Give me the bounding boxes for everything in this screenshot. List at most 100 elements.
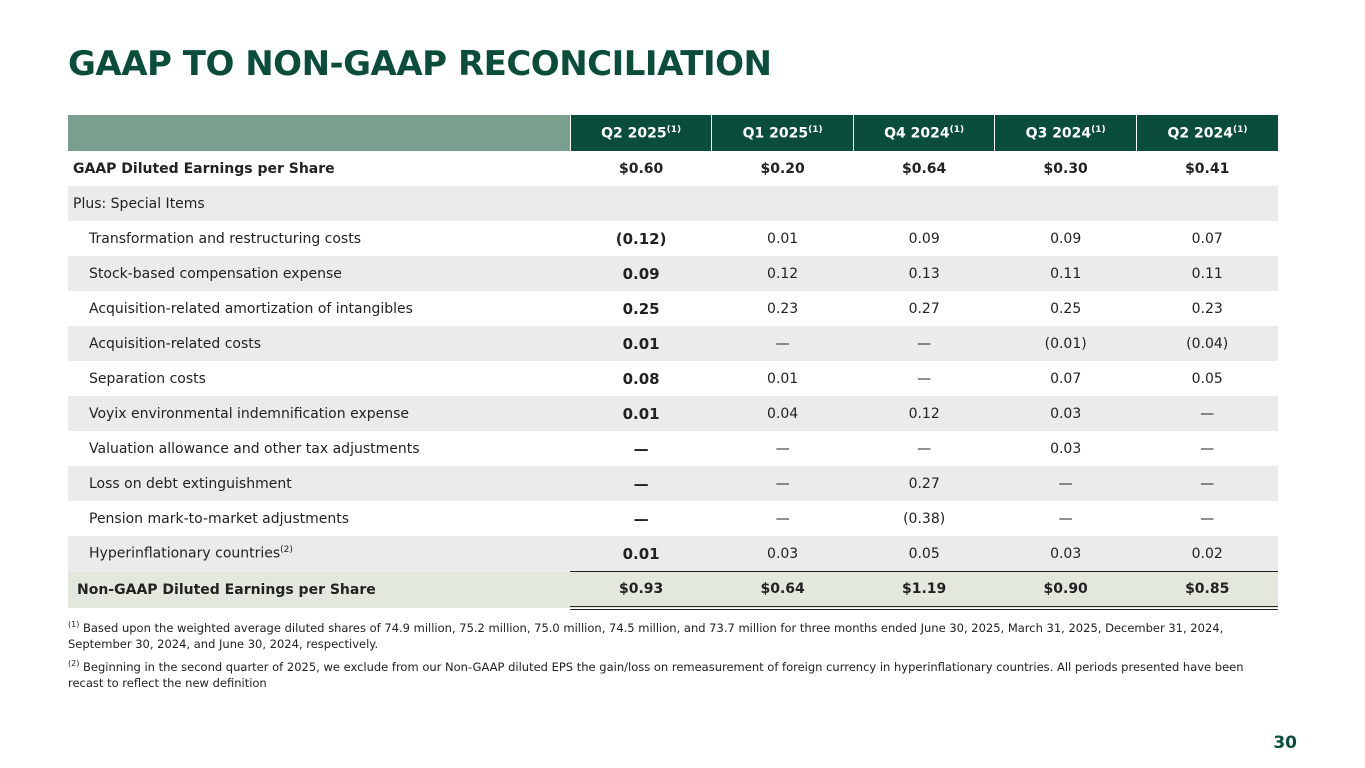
cell-value: 0.11 <box>1136 256 1278 291</box>
row-label: Separation costs <box>68 361 570 396</box>
footnote-ref: (1) <box>808 124 823 135</box>
footnote-ref: (2) <box>280 545 293 556</box>
total-row: Non-GAAP Diluted Earnings per Share $0.93… <box>68 571 1278 610</box>
footnote-text: Based upon the weighted average diluted … <box>68 620 1224 651</box>
cell-value: $1.19 <box>853 571 995 610</box>
row-label: Hyperinflationary countries(2) <box>68 536 571 572</box>
row-label: Stock-based compensation expense <box>68 256 571 291</box>
footnote-text: Beginning in the second quarter of 2025,… <box>68 659 1244 690</box>
cell-value: 0.01 <box>570 396 712 431</box>
cell-value: 0.09 <box>570 256 712 291</box>
footnote-mark: (1) <box>68 620 80 629</box>
row-label: Loss on debt extinguishment <box>68 466 571 501</box>
cell-value: — <box>1136 396 1278 431</box>
row-label: Acquisition-related amortization of inta… <box>68 291 570 326</box>
footnote-ref: (1) <box>949 124 965 135</box>
cell-value: — <box>633 439 649 458</box>
cell-value: (0.01) <box>994 326 1137 361</box>
table-row: Separation costs 0.08 0.01 — 0.07 0.05 <box>68 361 1278 396</box>
cell-value: 0.09 <box>1050 230 1082 247</box>
cell-value: — <box>853 326 995 361</box>
row-label-text: Transformation and restructuring costs <box>89 230 362 247</box>
cell-value <box>853 186 995 221</box>
table-row: GAAP Diluted Earnings per Share $0.60 $0.2… <box>68 151 1278 186</box>
row-label-text: Voyix environmental indemnification expe… <box>89 405 410 422</box>
row-label: Pension mark-to-market adjustments <box>68 501 570 536</box>
column-label: Q1 2025 <box>742 125 809 142</box>
column-header: Q2 2025(1) <box>569 115 712 151</box>
cell-value: 0.01 <box>570 536 712 572</box>
cell-value <box>570 186 712 221</box>
row-label-text: Loss on debt extinguishment <box>89 475 292 492</box>
cell-value: (0.04) <box>1136 326 1278 361</box>
cell-value: 0.25 <box>1050 300 1082 317</box>
cell-value: 0.23 <box>1191 300 1223 317</box>
cell-value: $0.64 <box>902 160 947 177</box>
table-row: Loss on debt extinguishment — —0.27— — <box>68 466 1278 501</box>
cell-value: $0.60 <box>618 160 664 177</box>
column-header: Q2 2024(1) <box>1135 115 1278 151</box>
cell-value: 0.12 <box>853 396 995 431</box>
footnote-ref: (1) <box>1091 124 1106 135</box>
column-header: Q3 2024(1) <box>994 115 1137 151</box>
cell-value: — <box>775 510 790 527</box>
footnote-ref: (1) <box>1232 124 1248 135</box>
column-label: Q3 2024 <box>1025 125 1092 142</box>
cell-value: 0.03 <box>711 536 854 572</box>
column-header: Q1 2025(1) <box>711 115 854 151</box>
table-row: Hyperinflationary countries(2) 0.01 0.03 0.… <box>68 536 1278 572</box>
cell-value: — <box>1200 510 1215 527</box>
row-label-text: Pension mark-to-market adjustments <box>89 510 350 527</box>
cell-value: — <box>1200 440 1215 457</box>
cell-value: 0.05 <box>1191 370 1223 387</box>
row-label-text: Acquisition-related costs <box>89 335 262 352</box>
footnote-2: (2) Beginning in the second quarter of 2… <box>68 656 1278 691</box>
column-label: Q2 2024 <box>1167 125 1233 142</box>
cell-value: 0.03 <box>994 396 1137 431</box>
table-header: Q2 2025(1) Q1 2025(1) Q4 2024(1) Q3 2024(1)… <box>68 115 1278 151</box>
cell-value: $0.20 <box>760 160 805 177</box>
cell-value: — <box>917 370 932 387</box>
cell-value: — <box>570 466 712 501</box>
reconciliation-table: Q2 2025(1) Q1 2025(1) Q4 2024(1) Q3 2024(1)… <box>68 115 1278 610</box>
cell-value: 0.03 <box>1050 440 1082 457</box>
cell-value: 0.27 <box>853 466 995 501</box>
cell-value: — <box>1058 510 1073 527</box>
cell-value: 0.09 <box>908 230 940 247</box>
cell-value: 0.08 <box>622 369 660 388</box>
row-label: Voyix environmental indemnification expe… <box>68 396 571 431</box>
cell-value: 0.11 <box>994 256 1137 291</box>
cell-value: 0.23 <box>767 300 799 317</box>
table-row: Pension mark-to-market adjustments — — (0.3… <box>68 501 1278 536</box>
row-label-text: Valuation allowance and other tax adjust… <box>89 440 420 457</box>
cell-value <box>1136 186 1278 221</box>
cell-value: 0.07 <box>1191 230 1223 247</box>
cell-value: — <box>1136 466 1278 501</box>
column-label: Q4 2024 <box>884 125 950 142</box>
table-row: Acquisition-related costs 0.01— — (0.01) (0.… <box>68 326 1278 361</box>
footnote-mark: (2) <box>68 659 80 668</box>
cell-value: 0.01 <box>767 370 799 387</box>
cell-value: — <box>775 440 790 457</box>
cell-value: 0.13 <box>853 256 995 291</box>
row-label-text: Hyperinflationary countries <box>89 546 281 563</box>
cell-value: 0.05 <box>853 536 995 572</box>
row-label-text: Acquisition-related amortization of inta… <box>89 300 413 317</box>
cell-value: — <box>711 466 854 501</box>
header-blank <box>68 115 571 151</box>
page-number: 30 <box>1273 733 1297 753</box>
cell-value: 0.01 <box>767 230 799 247</box>
cell-value: (0.38) <box>903 510 946 527</box>
cell-value: 0.12 <box>711 256 854 291</box>
table-row: Plus: Special Items <box>68 186 1278 221</box>
row-label: Acquisition-related costs <box>68 326 571 361</box>
table-row: Voyix environmental indemnification expe… <box>68 396 1278 431</box>
table-row: Valuation allowance and other tax adjust… <box>68 431 1278 466</box>
cell-value: $0.90 <box>994 571 1137 610</box>
cell-value: 0.04 <box>711 396 854 431</box>
row-label-text: GAAP Diluted Earnings per Share <box>73 160 335 177</box>
cell-value <box>711 186 854 221</box>
row-label-text: Separation costs <box>89 370 206 387</box>
cell-value: — <box>994 466 1137 501</box>
column-header: Q4 2024(1) <box>852 115 995 151</box>
